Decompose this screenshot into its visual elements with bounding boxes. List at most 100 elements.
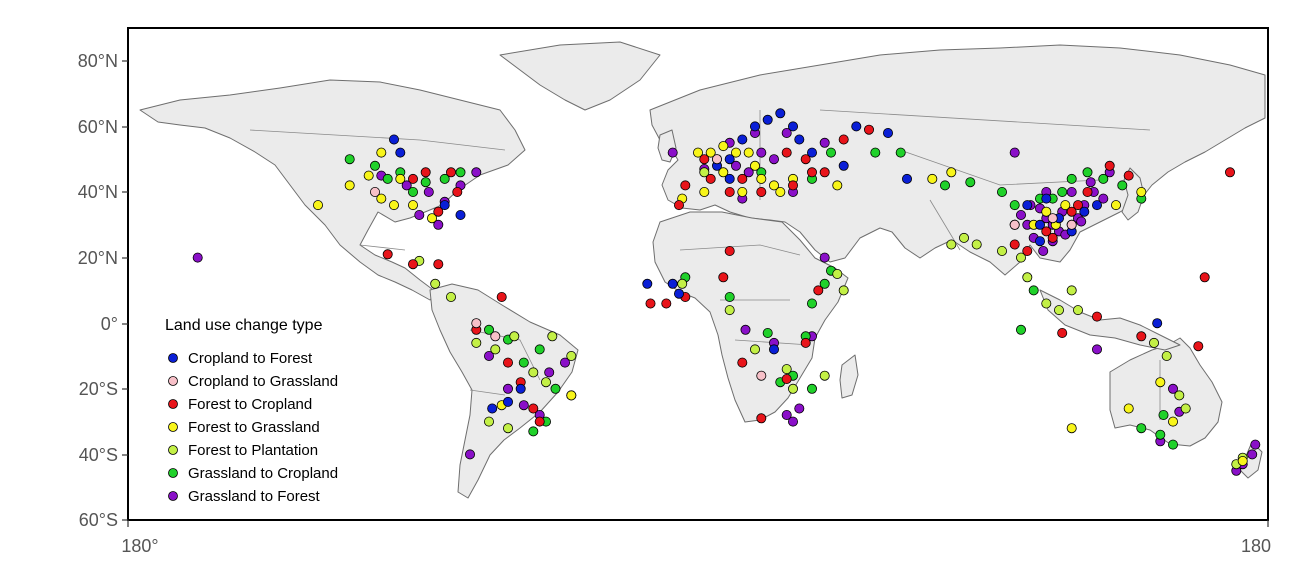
- point-cropland-to-forest: [902, 173, 913, 184]
- point-cropland-to-forest: [724, 154, 735, 165]
- point-forest-to-grassland: [927, 173, 938, 184]
- point-cropland-to-forest: [674, 288, 685, 299]
- point-grassland-to-cropland: [1057, 186, 1068, 197]
- point-forest-to-plantation: [471, 337, 482, 348]
- point-grassland-to-forest: [731, 160, 742, 171]
- point-forest-to-cropland: [1092, 311, 1103, 322]
- point-forest-to-grassland: [946, 167, 957, 178]
- legend-label: Cropland to Grassland: [188, 373, 338, 390]
- point-cropland-to-forest: [762, 114, 773, 125]
- point-forest-to-cropland: [407, 259, 418, 270]
- point-forest-to-cropland: [813, 285, 824, 296]
- point-forest-to-plantation: [1180, 403, 1191, 414]
- y-tick-label: 60°S: [79, 510, 118, 530]
- point-forest-to-cropland: [800, 154, 811, 165]
- point-grassland-to-forest: [1038, 245, 1049, 256]
- point-grassland-to-cropland: [1168, 439, 1179, 450]
- point-forest-to-plantation: [781, 364, 792, 375]
- legend-item: Grassland to Cropland: [168, 465, 338, 482]
- point-grassland-to-cropland: [407, 186, 418, 197]
- point-grassland-to-cropland: [807, 298, 818, 309]
- point-cropland-to-grassland: [1066, 219, 1077, 230]
- point-cropland-to-forest: [838, 160, 849, 171]
- point-grassland-to-forest: [667, 147, 678, 158]
- point-grassland-to-forest: [414, 209, 425, 220]
- point-grassland-to-cropland: [1028, 285, 1039, 296]
- madagascar-landmass: [839, 354, 859, 399]
- point-grassland-to-cropland: [1066, 173, 1077, 184]
- point-forest-to-grassland: [705, 147, 716, 158]
- point-forest-to-grassland: [1041, 206, 1052, 217]
- point-cropland-to-forest: [883, 127, 894, 138]
- point-forest-to-cropland: [420, 167, 431, 178]
- point-forest-to-cropland: [756, 413, 767, 424]
- point-forest-to-cropland: [1009, 239, 1020, 250]
- y-tick-label: 80°N: [78, 51, 118, 71]
- point-cropland-to-grassland: [1047, 213, 1058, 224]
- point-grassland-to-cropland: [1117, 180, 1128, 191]
- point-forest-to-cropland: [1082, 186, 1093, 197]
- point-grassland-to-cropland: [455, 167, 466, 178]
- point-cropland-to-forest: [775, 108, 786, 119]
- point-forest-to-plantation: [699, 167, 710, 178]
- point-forest-to-cropland: [1104, 160, 1115, 171]
- point-forest-to-plantation: [1054, 305, 1065, 316]
- point-forest-to-cropland: [534, 416, 545, 427]
- point-grassland-to-cropland: [550, 383, 561, 394]
- point-grassland-to-forest: [471, 167, 482, 178]
- point-grassland-to-cropland: [439, 173, 450, 184]
- x-tick-label: 180°: [121, 536, 158, 556]
- point-forest-to-grassland: [737, 186, 748, 197]
- point-forest-to-grassland: [1123, 403, 1134, 414]
- point-forest-to-plantation: [1066, 285, 1077, 296]
- point-grassland-to-forest: [819, 137, 830, 148]
- point-forest-to-plantation: [1161, 350, 1172, 361]
- point-forest-to-cropland: [433, 206, 444, 217]
- point-forest-to-cropland: [1066, 206, 1077, 217]
- point-forest-to-plantation: [1022, 272, 1033, 283]
- legend-item: Forest to Plantation: [168, 442, 318, 459]
- point-grassland-to-cropland: [965, 177, 976, 188]
- point-forest-to-cropland: [382, 249, 393, 260]
- legend-label: Grassland to Cropland: [188, 465, 338, 482]
- point-forest-to-grassland: [1066, 423, 1077, 434]
- point-forest-to-grassland: [1155, 377, 1166, 388]
- point-cropland-to-forest: [807, 147, 818, 158]
- legend-item: Forest to Grassland: [168, 419, 320, 436]
- point-forest-to-grassland: [756, 173, 767, 184]
- point-cropland-to-forest: [388, 134, 399, 145]
- point-forest-to-cropland: [819, 167, 830, 178]
- point-forest-to-grassland: [376, 147, 387, 158]
- point-cropland-to-grassland: [369, 186, 380, 197]
- point-forest-to-plantation: [1016, 252, 1027, 263]
- point-cropland-to-forest: [769, 344, 780, 355]
- y-tick-label: 0°: [101, 314, 118, 334]
- point-forest-to-grassland: [693, 147, 704, 158]
- point-forest-to-plantation: [502, 423, 513, 434]
- point-forest-to-plantation: [1073, 305, 1084, 316]
- point-cropland-to-forest: [1041, 193, 1052, 204]
- greenland-landmass: [499, 41, 661, 111]
- point-forest-to-grassland: [699, 186, 710, 197]
- point-forest-to-plantation: [750, 344, 761, 355]
- point-forest-to-cropland: [645, 298, 656, 309]
- point-grassland-to-forest: [1168, 383, 1179, 394]
- country-borders: [249, 109, 1161, 420]
- point-grassland-to-forest: [518, 400, 529, 411]
- point-grassland-to-forest: [1250, 439, 1261, 450]
- point-forest-to-cropland: [1041, 226, 1052, 237]
- point-cropland-to-grassland: [756, 370, 767, 381]
- point-forest-to-cropland: [737, 173, 748, 184]
- legend-item: Grassland to Forest: [168, 488, 321, 505]
- legend-label: Forest to Grassland: [188, 419, 320, 436]
- point-forest-to-cropland: [433, 259, 444, 270]
- point-grassland-to-cropland: [1155, 429, 1166, 440]
- point-grassland-to-cropland: [895, 147, 906, 158]
- point-forest-to-plantation: [946, 239, 957, 250]
- point-forest-to-cropland: [1057, 327, 1068, 338]
- point-grassland-to-cropland: [534, 344, 545, 355]
- point-forest-to-plantation: [490, 344, 501, 355]
- point-forest-to-plantation: [838, 285, 849, 296]
- point-cropland-to-forest: [1022, 200, 1033, 211]
- point-forest-to-plantation: [566, 350, 577, 361]
